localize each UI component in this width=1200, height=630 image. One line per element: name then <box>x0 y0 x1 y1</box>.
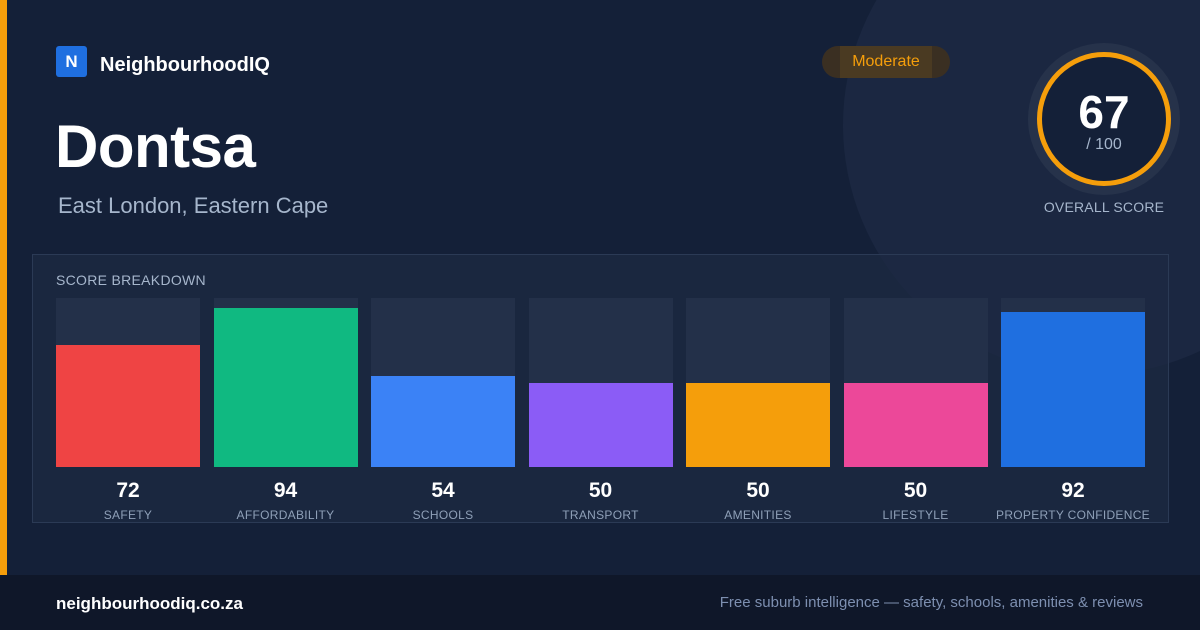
bar-track <box>371 298 515 467</box>
bar-track <box>213 298 358 467</box>
bar-label: SCHOOLS <box>412 508 474 522</box>
bar-value: 50 <box>903 479 928 502</box>
bar-track <box>843 298 988 467</box>
bar-track <box>56 298 200 467</box>
bar-fill <box>528 382 673 467</box>
bar-label: AMENITIES <box>724 508 792 522</box>
bar-property-confidence: 92 PROPERTY CONFIDENCE <box>996 298 1150 523</box>
breakdown-title: SCORE BREAKDOWN <box>56 272 206 288</box>
accent-stripe <box>0 0 7 575</box>
suburb-region: East London, Eastern Cape <box>58 193 329 218</box>
bar-value: 54 <box>431 479 455 502</box>
bar-value: 50 <box>746 479 770 502</box>
bar-affordability: 94 AFFORDABILITY <box>213 298 358 523</box>
bar-label: TRANSPORT <box>562 508 639 522</box>
share-card: N NeighbourhoodIQ Dontsa East London, Ea… <box>0 0 1180 575</box>
bar-transport: 50 TRANSPORT <box>528 298 673 523</box>
overall-score-dial: 67 / 100 <box>1037 52 1171 186</box>
brand-name: NeighbourhoodIQ <box>100 54 270 76</box>
bar-value: 72 <box>116 479 140 502</box>
bar-amenities: 50 AMENITIES <box>686 298 830 523</box>
overall-score-ring: 67 / 100 <box>1028 43 1180 195</box>
score-breakdown-panel: SCORE BREAKDOWN 72 SAFETY 94 AFFORDABILITY 5… <box>32 254 1169 523</box>
bar-schools: 54 SCHOOLS <box>371 298 515 523</box>
bar-label: SAFETY <box>103 508 153 522</box>
bar-fill <box>686 382 830 467</box>
bar-track <box>528 298 673 467</box>
overall-score-caption: OVERALL SCORE <box>1043 199 1165 215</box>
bar-fill <box>1001 311 1145 467</box>
footer-domain: neighbourhoodiq.co.za <box>56 594 243 613</box>
footer-tagline: Free suburb intelligence — safety, schoo… <box>719 594 1143 611</box>
bar-fill <box>56 345 200 467</box>
overall-score-value: 67 <box>1078 86 1130 138</box>
bar-value: 50 <box>588 479 613 502</box>
brand-logo-icon: N <box>56 46 87 77</box>
bar-lifestyle: 50 LIFESTYLE <box>843 298 988 523</box>
footer: neighbourhoodiq.co.za Free suburb intell… <box>0 575 1200 630</box>
suburb-title: Dontsa <box>55 113 256 180</box>
bar-fill <box>213 308 358 467</box>
bar-fill <box>371 375 515 467</box>
breakdown-bars: 72 SAFETY 94 AFFORDABILITY 54 SCHOOLS 50 TRANSP… <box>56 298 1150 522</box>
bar-value: 94 <box>273 479 298 502</box>
bar-value: 92 <box>1061 479 1085 502</box>
bar-label: PROPERTY CONFIDENCE <box>996 508 1150 522</box>
overall-score-max: / 100 <box>1086 136 1122 153</box>
rating-badge: Moderate <box>822 46 950 78</box>
brand: N NeighbourhoodIQ <box>56 46 270 77</box>
bar-track <box>686 298 830 467</box>
bar-label: AFFORDABILITY <box>236 508 335 522</box>
bar-label: LIFESTYLE <box>882 508 949 522</box>
bar-safety: 72 SAFETY <box>56 298 200 523</box>
bar-track <box>1001 298 1145 467</box>
bar-fill <box>843 382 988 467</box>
